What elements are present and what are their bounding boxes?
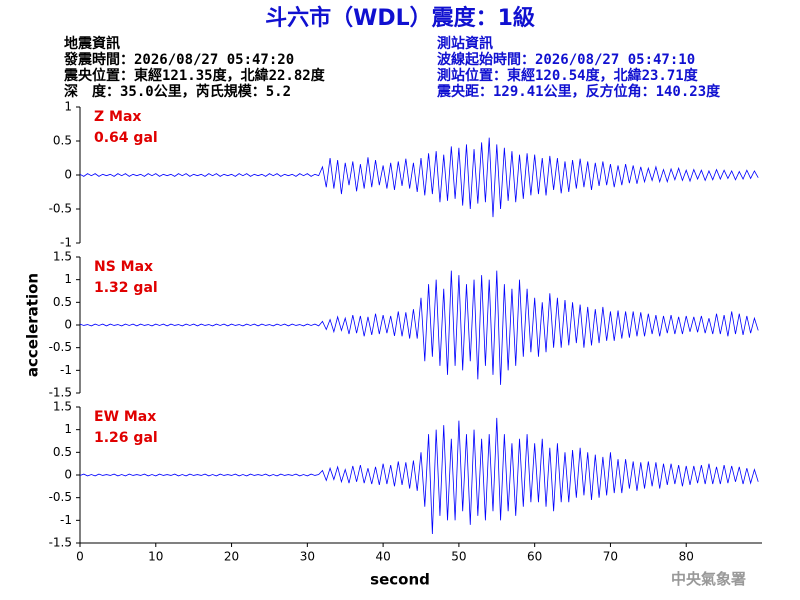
- y-tick-label: 1.5: [53, 250, 72, 264]
- x-tick-label: 50: [451, 550, 466, 564]
- max-label: Z Max: [94, 109, 141, 125]
- info-right: 測站位置：東經120.54度，北緯23.71度: [437, 67, 699, 84]
- title: 斗六市（WDL）震度：1級: [265, 5, 535, 31]
- x-tick-label: 70: [603, 550, 618, 564]
- x-tick-label: 10: [148, 550, 163, 564]
- y-tick-label: -1: [60, 236, 72, 250]
- y-tick-label: 1: [64, 272, 72, 286]
- y-tick-label: 0: [64, 168, 72, 182]
- x-tick-label: 40: [375, 550, 390, 564]
- info-left: 震央位置：東經121.35度，北緯22.82度: [63, 67, 326, 84]
- info-right: 測站資訊: [437, 35, 493, 52]
- y-tick-label: -0.5: [49, 490, 72, 504]
- x-tick-label: 30: [300, 550, 315, 564]
- y-tick-label: 0.5: [53, 134, 72, 148]
- waveform: [79, 417, 759, 534]
- x-axis-label: second: [370, 571, 430, 589]
- info-right: 波線起始時間：2026/08/27 05:47:10: [437, 51, 695, 68]
- waveform: [79, 137, 759, 218]
- y-tick-label: -1: [60, 363, 72, 377]
- x-tick-label: 0: [76, 550, 84, 564]
- x-tick-label: 60: [527, 550, 542, 564]
- waveform: [79, 270, 759, 385]
- y-axis-label: acceleration: [24, 273, 42, 377]
- info-left: 發震時間：2026/08/27 05:47:20: [63, 51, 294, 68]
- info-right: 震央距：129.41公里，反方位角：140.23度: [436, 83, 721, 100]
- y-tick-label: -0.5: [49, 202, 72, 216]
- y-tick-label: 0.5: [53, 295, 72, 309]
- y-tick-label: 1.5: [53, 400, 72, 414]
- max-value: 1.26 gal: [94, 430, 158, 446]
- y-tick-label: -1.5: [49, 536, 72, 550]
- y-tick-label: -1.5: [49, 386, 72, 400]
- max-value: 1.32 gal: [94, 280, 158, 296]
- max-label: NS Max: [94, 259, 153, 275]
- x-tick-label: 20: [224, 550, 239, 564]
- agency: 中央氣象署: [671, 570, 746, 588]
- y-tick-label: -0.5: [49, 340, 72, 354]
- max-value: 0.64 gal: [94, 130, 158, 146]
- y-tick-label: 0.5: [53, 445, 72, 459]
- y-tick-label: 0: [64, 468, 72, 482]
- x-tick-label: 80: [679, 550, 694, 564]
- info-left: 深 度：35.0公里，芮氏規模：5.2: [64, 83, 291, 100]
- max-label: EW Max: [94, 409, 156, 425]
- y-tick-label: 0: [64, 318, 72, 332]
- y-tick-label: -1: [60, 513, 72, 527]
- y-tick-label: 1: [64, 422, 72, 436]
- y-tick-label: 1: [64, 100, 72, 114]
- info-left: 地震資訊: [64, 35, 120, 52]
